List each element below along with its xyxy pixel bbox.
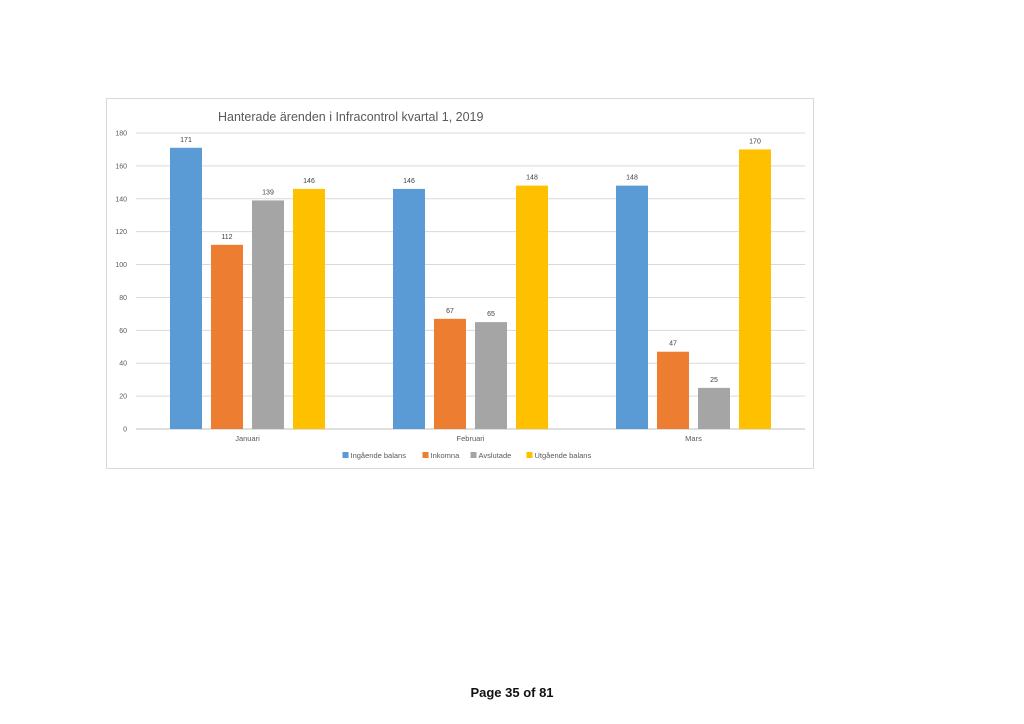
y-tick-label: 60 [119, 328, 127, 335]
legend-swatch [526, 452, 533, 458]
data-label: 47 [669, 341, 677, 348]
chart-title: Hanterade ärenden i Infracontrol kvartal… [218, 110, 483, 124]
legend-label: Inkomna [431, 451, 461, 460]
x-tick-label: Februari [457, 434, 485, 443]
bar [434, 318, 466, 429]
page-number: Page 35 of 81 [470, 685, 554, 700]
y-tick-label: 180 [115, 131, 127, 138]
legend-swatch [342, 452, 349, 458]
bar [475, 322, 507, 429]
bar [170, 147, 202, 430]
data-label: 112 [221, 234, 232, 241]
x-tick-label: Mars [685, 434, 702, 443]
y-tick-label: 40 [119, 361, 127, 368]
legend-swatch [470, 452, 477, 458]
bar [516, 185, 548, 429]
data-label: 148 [526, 175, 538, 182]
y-tick-label: 100 [115, 262, 127, 269]
legend-label: Ingående balans [351, 451, 407, 460]
data-label: 67 [446, 308, 454, 315]
bar [616, 185, 648, 429]
legend-label: Avslutade [479, 451, 512, 460]
bar [393, 188, 425, 429]
data-label: 146 [303, 178, 315, 185]
data-label: 148 [626, 175, 638, 182]
x-tick-label: Januari [235, 434, 260, 443]
chart-frame: Hanterade ärenden i Infracontrol kvartal… [106, 98, 814, 469]
data-label: 65 [487, 311, 495, 318]
y-tick-label: 160 [115, 163, 127, 170]
bar [252, 200, 284, 429]
legend-label: Utgående balans [535, 451, 592, 460]
bar-chart: Hanterade ärenden i Infracontrol kvartal… [115, 110, 805, 460]
bar [657, 351, 689, 429]
y-tick-label: 80 [119, 295, 127, 302]
bar [211, 244, 243, 429]
data-label: 146 [403, 178, 415, 185]
bar [698, 387, 730, 429]
legend-swatch [422, 452, 429, 458]
y-tick-label: 140 [115, 196, 127, 203]
y-tick-label: 20 [119, 394, 127, 401]
y-tick-label: 120 [115, 229, 127, 236]
data-label: 25 [710, 377, 718, 384]
bar [739, 149, 771, 429]
y-tick-label: 0 [123, 427, 127, 434]
data-label: 139 [262, 189, 274, 196]
data-label: 170 [749, 138, 761, 145]
data-label: 171 [180, 137, 192, 144]
bar [293, 188, 325, 429]
